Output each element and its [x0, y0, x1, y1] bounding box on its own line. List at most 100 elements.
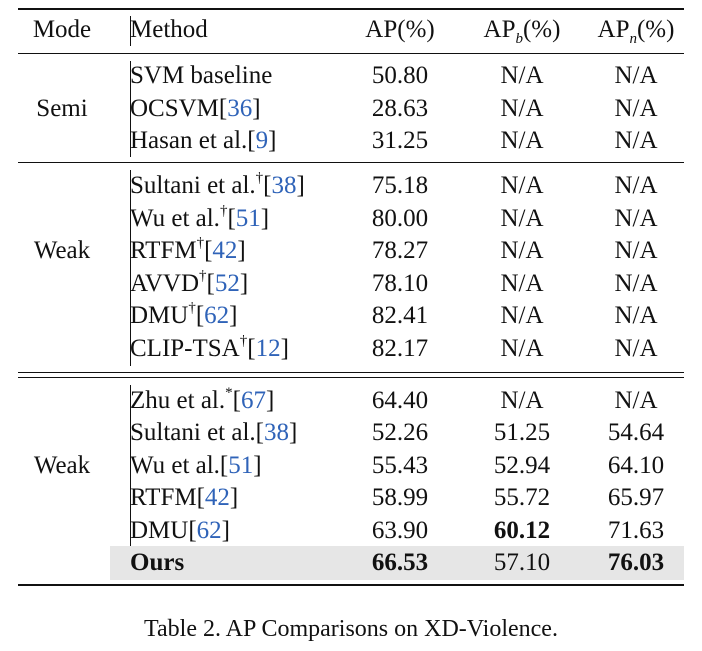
citation-link[interactable]: 42 — [212, 237, 238, 264]
apn-value: N/A — [614, 95, 658, 122]
method-name: Hasan et al.[9] — [130, 125, 276, 157]
semi-vrule — [130, 61, 132, 157]
method-name: OCSVM[36] — [130, 93, 261, 125]
apn-value: N/A — [614, 237, 658, 264]
double-rule-bottom — [18, 377, 684, 379]
citation-link[interactable]: 9 — [255, 127, 269, 154]
apb-value: 57.10 — [493, 549, 551, 576]
apb-value: 52.94 — [493, 452, 551, 479]
method-name: Wu et al.[51] — [130, 450, 262, 482]
header-apn: APn(%) — [578, 14, 694, 47]
apb-value: N/A — [500, 205, 544, 232]
ours-row-highlight — [110, 546, 684, 580]
table-row: SVM baseline 50.80 N/A N/A — [18, 60, 684, 92]
citation-link[interactable]: 52 — [214, 270, 240, 297]
table-row: Hasan et al.[9] 31.25 N/A N/A — [18, 125, 684, 157]
apb-value: N/A — [500, 95, 544, 122]
method-label: CLIP-TSA — [130, 335, 240, 362]
apn-value: 71.63 — [607, 517, 665, 544]
method-label: DMU — [130, 302, 189, 329]
citation-link[interactable]: 36 — [227, 95, 253, 122]
apb-value: N/A — [500, 387, 544, 414]
method-label: Wu et al. — [130, 205, 220, 232]
citation-link[interactable]: 62 — [204, 302, 230, 329]
bracket-open: [ — [195, 302, 205, 329]
method-name: Sultani et al.[38] — [130, 417, 297, 449]
bracket-close: ] — [239, 270, 249, 297]
bracket-open: [ — [232, 387, 241, 414]
bottom-rule — [18, 584, 684, 586]
ap-value: 82.41 — [371, 302, 429, 329]
dagger-mark: † — [219, 202, 228, 219]
apb-value: N/A — [500, 335, 544, 362]
bracket-open: [ — [206, 270, 215, 297]
bracket-close: ] — [296, 172, 305, 199]
ap-value: 80.00 — [371, 205, 429, 232]
header-mode: Mode — [32, 16, 92, 43]
method-label: SVM baseline — [130, 62, 273, 89]
apn-value: N/A — [614, 172, 658, 199]
apb-value: N/A — [500, 237, 544, 264]
bracket-close: ] — [280, 335, 289, 362]
bracket-close: ] — [268, 127, 277, 154]
header-apn-suffix: (%) — [636, 16, 675, 43]
ap-value: 75.18 — [371, 172, 429, 199]
ap-value: 28.63 — [371, 95, 429, 122]
bracket-close: ] — [221, 517, 230, 544]
bracket-open: [ — [227, 205, 236, 232]
ap-value: 31.25 — [371, 127, 429, 154]
citation-link[interactable]: 12 — [255, 335, 281, 362]
table-caption: Table 2. AP Comparisons on XD-Violence. — [144, 616, 558, 642]
bracket-open: [ — [247, 335, 256, 362]
method-label: RTFM[ — [130, 484, 205, 511]
apn-value: 64.10 — [607, 452, 665, 479]
citation-link[interactable]: 38 — [264, 419, 289, 446]
dagger-mark: † — [255, 169, 264, 186]
ap-value-best: 66.53 — [371, 549, 429, 576]
method-name: Wu et al.†[51] — [130, 203, 269, 235]
citation-link[interactable]: 62 — [196, 517, 222, 544]
table-row: RTFM†[42] 78.27 N/A N/A — [18, 235, 684, 267]
ours-row: Ours 66.53 57.10 76.03 — [18, 546, 684, 580]
header-apb: APb(%) — [462, 14, 582, 47]
table-row: Wu et al.[51] 55.43 52.94 64.10 — [18, 450, 684, 482]
citation-link[interactable]: 38 — [271, 172, 297, 199]
apb-value: N/A — [500, 127, 544, 154]
header-apb-suffix: (%) — [522, 16, 561, 43]
citation-link[interactable]: 51 — [228, 452, 254, 479]
apn-value-best: 76.03 — [607, 549, 665, 576]
table-row: OCSVM[36] 28.63 N/A N/A — [18, 93, 684, 125]
header-apb-prefix: AP — [483, 16, 516, 43]
dagger-mark: † — [188, 299, 196, 316]
header-ap: AP(%) — [365, 16, 435, 43]
mode-semi: Semi — [36, 95, 88, 122]
citation-link[interactable]: 51 — [235, 205, 261, 232]
ap-value: 52.26 — [371, 419, 429, 446]
apn-value: N/A — [614, 270, 658, 297]
table-row: Sultani et al.[38] 52.26 51.25 54.64 — [18, 417, 684, 449]
ap-value: 50.80 — [371, 62, 429, 89]
method-name: Sultani et al.†[38] — [130, 170, 305, 202]
method-label: RTFM — [130, 237, 197, 264]
method-name: DMU[62] — [130, 515, 230, 547]
dagger-mark: † — [199, 267, 207, 284]
bracket-close: ] — [229, 484, 239, 511]
method-name: AVVD†[52] — [130, 268, 248, 300]
dagger-mark: † — [196, 234, 205, 251]
header-apn-prefix: AP — [597, 16, 630, 43]
method-name-ours: Ours — [130, 549, 185, 576]
method-label: AVVD — [130, 270, 199, 297]
ap-value: 64.40 — [371, 387, 429, 414]
semi-weak-rule — [18, 162, 684, 164]
apn-value: N/A — [614, 387, 658, 414]
weak-vrule-2 — [130, 385, 132, 580]
method-label: Sultani et al.[ — [130, 419, 264, 446]
apn-value: N/A — [614, 62, 658, 89]
method-name: CLIP-TSA†[12] — [130, 333, 289, 365]
dagger-mark: † — [239, 332, 248, 349]
ap-value: 55.43 — [371, 452, 429, 479]
table-row: DMU†[62] 82.41 N/A N/A — [18, 300, 684, 332]
apb-value: N/A — [500, 270, 544, 297]
citation-link[interactable]: 42 — [204, 484, 230, 511]
citation-link[interactable]: 67 — [240, 387, 266, 414]
